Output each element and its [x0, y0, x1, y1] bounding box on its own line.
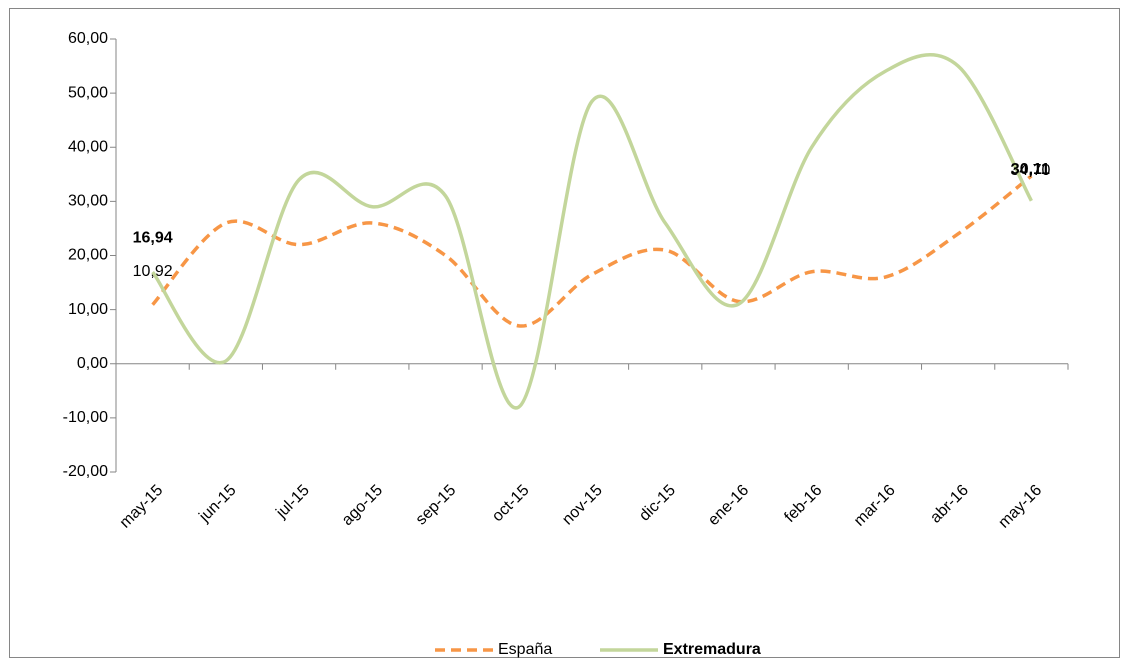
y-tick-label: 30,00 — [68, 193, 108, 210]
legend-label: España — [498, 641, 552, 658]
y-tick-label: 0,00 — [77, 355, 108, 372]
y-tick-label: 20,00 — [68, 247, 108, 264]
data-label: 10,92 — [133, 263, 173, 280]
series-line — [151, 53, 1033, 410]
data-label: 30,11 — [1011, 161, 1050, 178]
chart-frame — [9, 8, 1120, 658]
legend-label: Extremadura — [663, 641, 761, 658]
y-tick-label: 10,00 — [68, 301, 108, 318]
y-tick-label: -20,00 — [63, 463, 108, 480]
y-tick-label: 40,00 — [68, 138, 108, 155]
data-label: 16,94 — [133, 229, 173, 246]
y-tick-label: 50,00 — [68, 84, 108, 101]
y-tick-label: 60,00 — [68, 30, 108, 47]
y-tick-label: -10,00 — [63, 409, 108, 426]
series-line — [151, 174, 1033, 328]
